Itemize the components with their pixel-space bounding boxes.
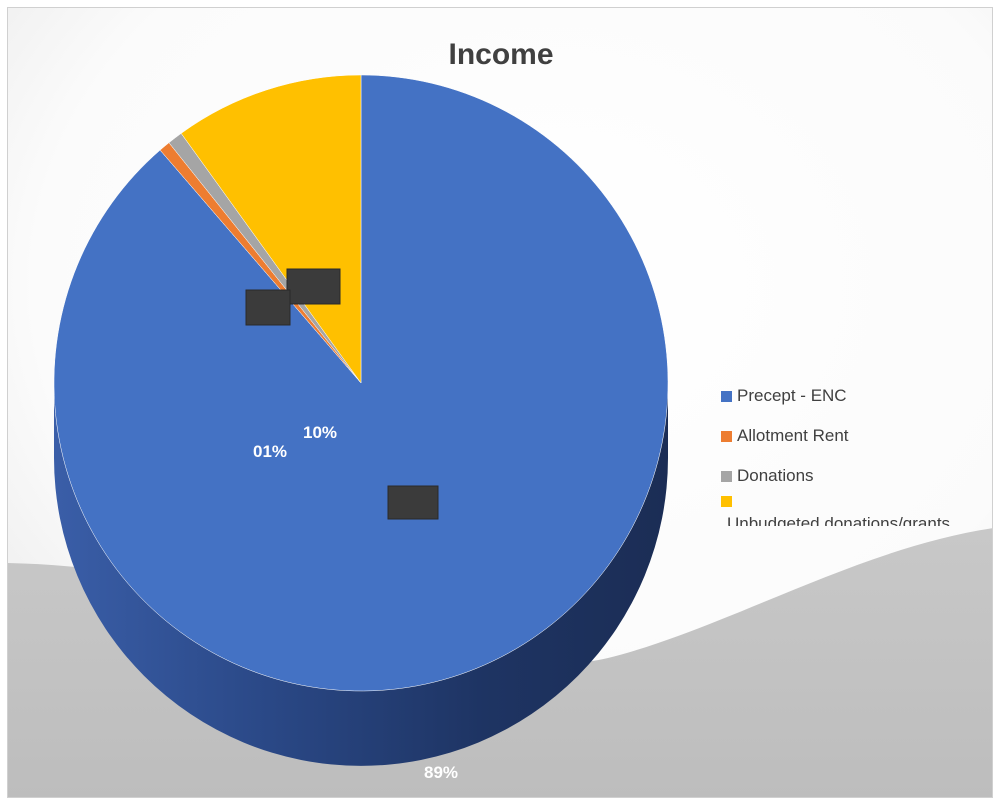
chart-title: Income	[448, 38, 554, 71]
legend-item-donations: Donations	[721, 456, 981, 496]
legend-item-unbudgeted-donations-grants: Unbudgeted donations/grants	[721, 496, 981, 526]
pie-slice-unbudgeted-donations-grants[interactable]	[180, 74, 362, 384]
legend-label: Precept - ENC	[737, 386, 847, 405]
legend-item-precept-enc: Precept - ENC	[721, 376, 981, 416]
legend-swatch	[721, 430, 732, 442]
pie-slice-precept-enc[interactable]	[53, 74, 669, 692]
legend-swatch	[721, 390, 732, 402]
data-label-allotment-rent: 01%	[253, 442, 287, 461]
legend-swatch	[721, 496, 732, 507]
hidden-data-label-box-1	[387, 485, 439, 520]
legend-swatch	[721, 470, 732, 482]
legend-label: Allotment Rent	[737, 426, 849, 445]
legend-label: Donations	[737, 466, 814, 485]
pie-chart: 89% 01% 10%	[8, 8, 992, 797]
pie-side	[54, 383, 668, 766]
data-label-precept-enc: 89%	[424, 763, 458, 782]
chart-area: 89% 01% 10% Income Precept - ENC Allotment …	[7, 7, 993, 798]
hidden-data-label-box-3	[245, 289, 291, 326]
legend: Precept - ENC Allotment Rent Donations Unbu…	[721, 376, 981, 526]
legend-item-allotment-rent: Allotment Rent	[721, 416, 981, 456]
legend-label: Unbudgeted donations/grants	[727, 513, 951, 527]
data-label-unbudgeted-donations-grants: 10%	[303, 423, 337, 442]
hidden-data-label-box-2	[286, 268, 341, 305]
